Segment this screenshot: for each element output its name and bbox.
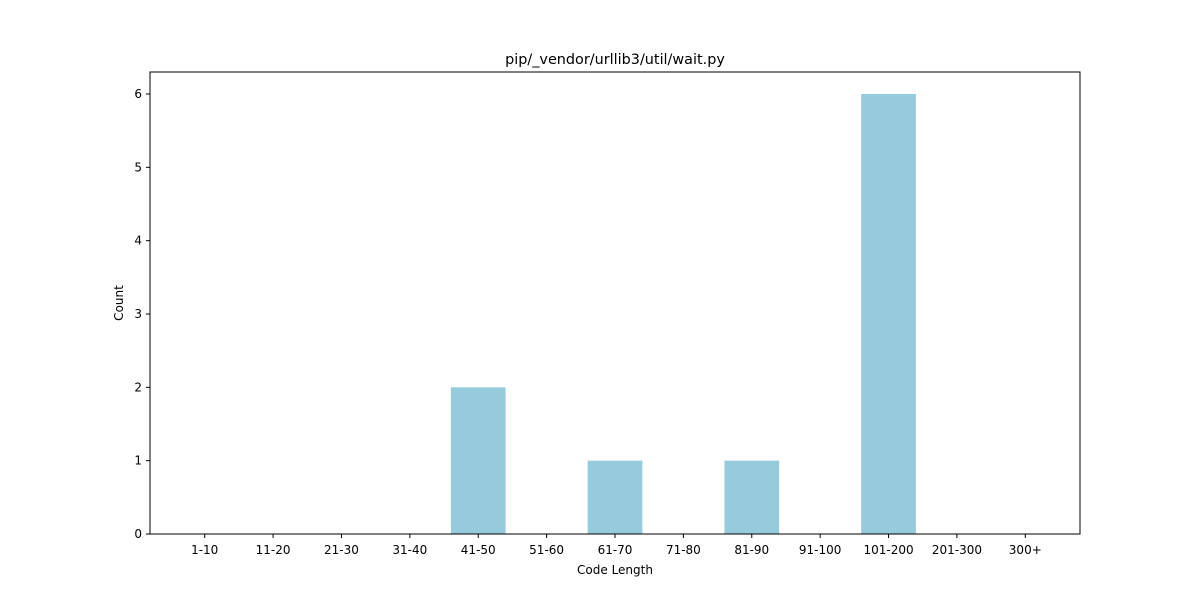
x-tick-label: 91-100 bbox=[799, 543, 842, 557]
bar-81-90 bbox=[724, 460, 780, 534]
bars-group bbox=[450, 94, 916, 534]
x-tick-label: 61-70 bbox=[598, 543, 633, 557]
bar-61-70 bbox=[587, 460, 643, 534]
x-tick-label: 1-10 bbox=[191, 543, 218, 557]
y-tick-label: 4 bbox=[134, 234, 142, 248]
x-axis-label: Code Length bbox=[577, 563, 653, 577]
x-tick-label: 31-40 bbox=[392, 543, 427, 557]
y-axis-label: Count bbox=[112, 285, 126, 321]
y-tick-label: 0 bbox=[134, 527, 142, 541]
bar-41-50 bbox=[450, 387, 506, 534]
y-tick-label: 6 bbox=[134, 87, 142, 101]
x-tick-label: 81-90 bbox=[734, 543, 769, 557]
y-tick-label: 1 bbox=[134, 454, 142, 468]
y-tick-label: 2 bbox=[134, 380, 142, 394]
x-tick-label: 101-200 bbox=[863, 543, 913, 557]
x-tick-label: 71-80 bbox=[666, 543, 701, 557]
x-axis: 1-10 11-20 21-30 31-40 41-50 51-60 61-70 71-80 8… bbox=[191, 534, 1042, 557]
y-tick-label: 5 bbox=[134, 160, 142, 174]
y-axis: 0 1 2 3 4 5 6 bbox=[134, 87, 150, 541]
x-tick-label: 21-30 bbox=[324, 543, 359, 557]
chart-title: pip/_vendor/urllib3/util/wait.py bbox=[505, 52, 725, 68]
y-tick-label: 3 bbox=[134, 307, 142, 321]
bar-101-200 bbox=[861, 94, 916, 534]
x-tick-label: 11-20 bbox=[256, 543, 291, 557]
x-tick-label: 51-60 bbox=[529, 543, 564, 557]
x-tick-label: 201-300 bbox=[932, 543, 982, 557]
x-tick-label: 300+ bbox=[1009, 543, 1042, 557]
x-tick-label: 41-50 bbox=[461, 543, 496, 557]
